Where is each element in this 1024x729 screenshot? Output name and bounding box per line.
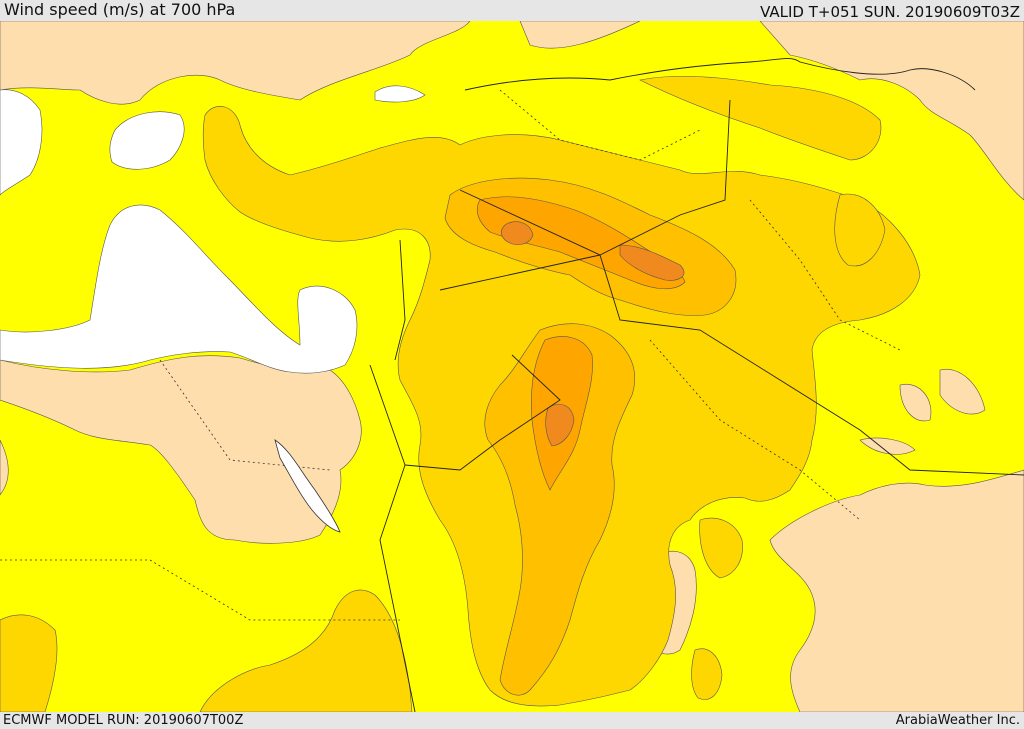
border-line bbox=[404, 354, 561, 471]
sw-calm-area bbox=[0, 439, 9, 496]
iran-calm-area bbox=[759, 21, 1024, 201]
arabia-east-calm-area bbox=[769, 469, 1024, 712]
gulf-moderate-area bbox=[834, 193, 886, 267]
wind-speed-map bbox=[0, 21, 1024, 712]
north-low-speed-area bbox=[374, 85, 426, 103]
border-line bbox=[439, 254, 601, 291]
med-low-speed-area bbox=[0, 204, 358, 374]
province-line bbox=[159, 359, 331, 471]
credit-label: ArabiaWeather Inc. bbox=[895, 713, 1020, 728]
border-line bbox=[369, 364, 416, 712]
border-line bbox=[459, 189, 1024, 476]
arabia-spot-calm-area bbox=[899, 383, 932, 422]
footer-bar: ECMWF MODEL RUN: 20190607T00Z ArabiaWeat… bbox=[0, 712, 1024, 729]
aegean-low-speed-area bbox=[0, 89, 43, 196]
model-run: ECMWF MODEL RUN: 20190607T00Z bbox=[3, 713, 244, 728]
lowest-speed-areas bbox=[0, 85, 426, 374]
country-borders bbox=[369, 57, 1024, 712]
strongest-spot bbox=[545, 404, 575, 447]
turkey-calm-area bbox=[0, 21, 471, 105]
border-line bbox=[599, 99, 731, 256]
valid-time: VALID T+051 SUN. 20190609T03Z bbox=[760, 3, 1020, 21]
header-bar: Wind speed (m/s) at 700 hPa VALID T+051 … bbox=[0, 0, 1024, 21]
border-line bbox=[464, 57, 976, 91]
arabia-spot-calm-area bbox=[939, 368, 986, 415]
egypt-calm-area bbox=[0, 355, 362, 544]
border-line bbox=[394, 239, 406, 361]
gulf-of-suez bbox=[274, 439, 341, 533]
strongest-spot bbox=[500, 221, 534, 245]
calm-land-areas bbox=[0, 21, 1024, 712]
north-calm-area bbox=[519, 21, 641, 49]
strongest-spot bbox=[619, 244, 685, 281]
arabia-elevated-jet bbox=[484, 323, 636, 696]
north-moderate-area bbox=[639, 75, 882, 161]
province-borders bbox=[0, 89, 901, 621]
province-line bbox=[0, 559, 400, 621]
east-moderate-area bbox=[699, 517, 743, 579]
sw-moderate-area bbox=[0, 614, 58, 712]
strongest-speed-areas bbox=[500, 221, 685, 447]
east-moderate-area bbox=[691, 648, 723, 700]
south-moderate-area bbox=[199, 589, 413, 712]
map-title: Wind speed (m/s) at 700 hPa bbox=[4, 0, 236, 19]
aegean-low-speed-area bbox=[109, 111, 185, 170]
arabia-spot-calm-area bbox=[859, 437, 916, 455]
